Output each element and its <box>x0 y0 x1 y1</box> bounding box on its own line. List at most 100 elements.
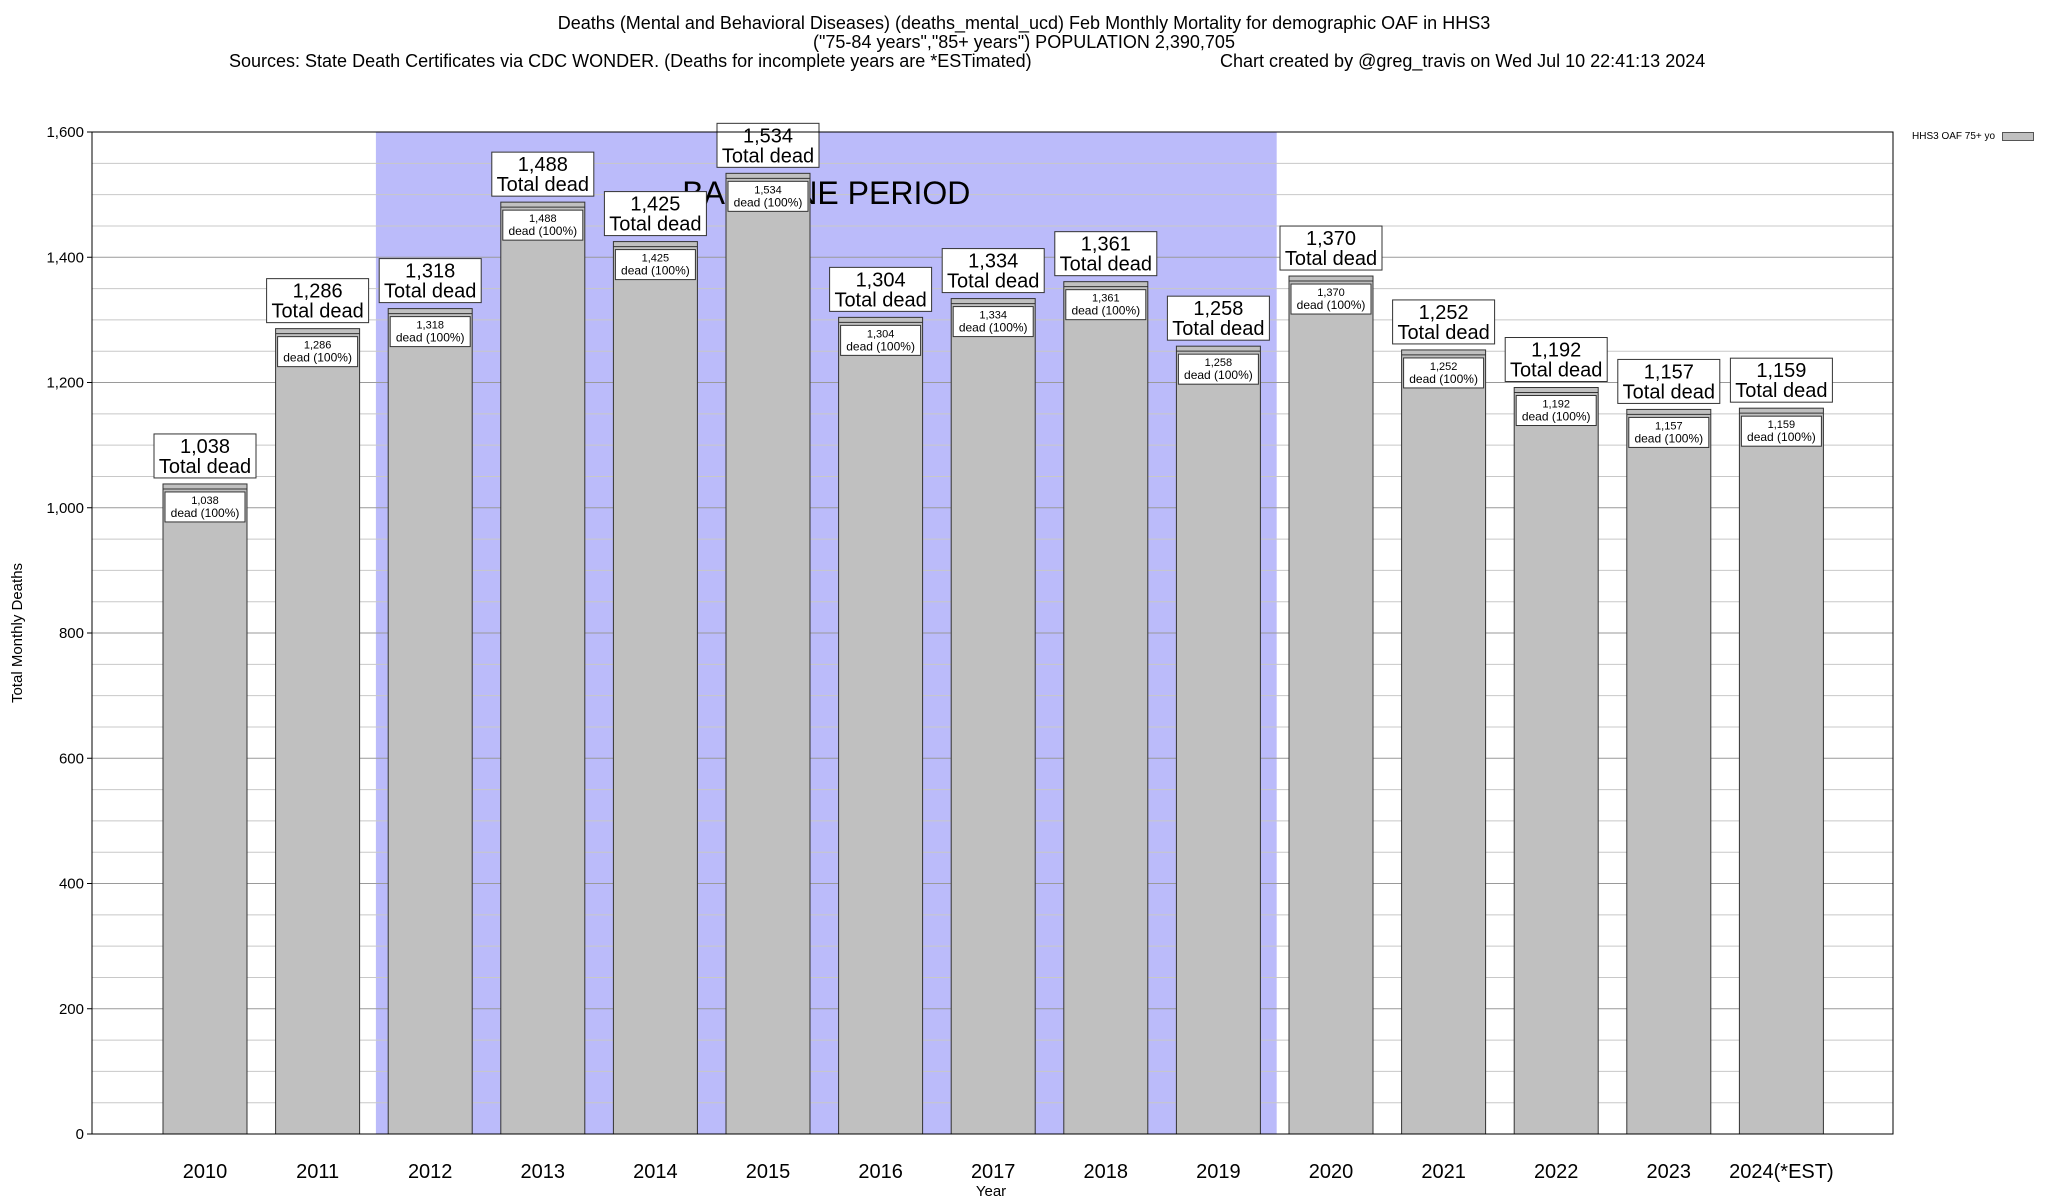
x-tick-label: 2023 <box>1647 1161 1692 1183</box>
inner-label-box <box>1065 289 1147 321</box>
inner-percent-label: dead (100%) <box>846 339 915 353</box>
chart-header: Deaths (Mental and Behavioral Diseases) … <box>0 13 2048 71</box>
inner-label-box <box>164 491 246 523</box>
inner-label-box <box>277 336 359 368</box>
inner-percent-label: dead (100%) <box>1522 410 1591 424</box>
y-tick-label: 600 <box>59 750 84 767</box>
inner-percent-label: dead (100%) <box>1747 430 1816 444</box>
total-label-box <box>153 433 257 479</box>
total-label-box <box>378 258 482 304</box>
x-tick-label: 2017 <box>971 1161 1016 1183</box>
total-dead-label: Total dead <box>1510 360 1602 382</box>
total-label-box <box>1729 357 1833 403</box>
bar <box>1063 281 1149 1135</box>
total-dead-label: Total dead <box>1397 322 1489 344</box>
total-value-label: 1,192 <box>1531 340 1581 362</box>
inner-label-box <box>614 249 696 281</box>
inner-percent-label: dead (100%) <box>1071 304 1140 318</box>
inner-percent-label: dead (100%) <box>959 321 1028 335</box>
inner-percent-label: dead (100%) <box>171 506 240 520</box>
inner-label-box <box>1403 357 1485 389</box>
total-dead-label: Total dead <box>834 289 926 311</box>
inner-label-box <box>727 180 809 212</box>
x-tick-label: 2014 <box>633 1161 678 1183</box>
total-value-label: 1,488 <box>518 154 568 176</box>
x-tick-label: 2018 <box>1084 1161 1129 1183</box>
total-label-box <box>829 266 933 312</box>
inner-label-box <box>840 324 922 356</box>
x-tick-label: 2019 <box>1196 1161 1241 1183</box>
total-dead-label: Total dead <box>384 281 476 303</box>
bar <box>1738 407 1824 1135</box>
inner-label-box <box>1628 416 1710 448</box>
inner-label-box <box>1515 395 1597 427</box>
total-label-box <box>1054 231 1158 277</box>
inner-value-label: 1,370 <box>1317 287 1345 299</box>
inner-value-label: 1,258 <box>1205 357 1233 369</box>
total-value-label: 1,038 <box>180 436 230 458</box>
inner-percent-label: dead (100%) <box>508 224 577 238</box>
total-dead-label: Total dead <box>1060 254 1152 276</box>
x-axis-title: Year <box>976 1183 1006 1200</box>
x-tick-label: 2022 <box>1534 1161 1579 1183</box>
legend-swatch <box>2001 131 2034 141</box>
total-dead-label: Total dead <box>1172 318 1264 340</box>
inner-percent-label: dead (100%) <box>396 331 465 345</box>
total-label-box <box>1504 337 1608 383</box>
chart-credit: Chart created by @greg_travis on Wed Jul… <box>1220 51 1706 71</box>
inner-value-label: 1,425 <box>642 253 670 265</box>
total-label-box <box>1166 295 1270 341</box>
inner-value-label: 1,252 <box>1430 361 1458 373</box>
total-dead-label: Total dead <box>497 174 589 196</box>
total-value-label: 1,334 <box>968 251 1018 273</box>
legend: HHS3 OAF 75+ yo <box>1912 131 2034 142</box>
total-value-label: 1,304 <box>856 269 906 291</box>
inner-value-label: 1,157 <box>1655 420 1683 432</box>
inner-label-box <box>502 209 584 241</box>
y-tick-label: 800 <box>59 625 84 642</box>
total-label-box <box>603 191 707 237</box>
x-tick-label: 2013 <box>521 1161 566 1183</box>
total-label-box <box>1617 358 1721 404</box>
y-tick-label: 400 <box>59 876 84 893</box>
bar <box>725 172 811 1135</box>
total-label-box <box>491 151 595 197</box>
y-tick-label: 1,400 <box>46 249 84 266</box>
bar <box>275 328 361 1135</box>
total-dead-label: Total dead <box>722 145 814 167</box>
chart-title: Deaths (Mental and Behavioral Diseases) … <box>557 13 1491 33</box>
inner-value-label: 1,038 <box>191 495 219 507</box>
total-label-box <box>941 248 1045 294</box>
chart-subtitle: ("75-84 years","85+ years") POPULATION 2… <box>813 32 1235 52</box>
x-tick-label: 2016 <box>858 1161 903 1183</box>
y-tick-label: 1,600 <box>46 124 84 141</box>
inner-value-label: 1,304 <box>867 328 895 340</box>
chart-sources: Sources: State Death Certificates via CD… <box>229 51 1032 71</box>
legend-label: HHS3 OAF 75+ yo <box>1912 131 1996 142</box>
inner-percent-label: dead (100%) <box>1409 372 1478 386</box>
y-tick-label: 1,200 <box>46 375 84 392</box>
total-dead-label: Total dead <box>609 214 701 236</box>
bar <box>950 298 1036 1135</box>
inner-label-box <box>1290 283 1372 315</box>
bar <box>162 483 248 1135</box>
y-tick-label: 0 <box>76 1126 84 1143</box>
total-label-box <box>716 122 820 168</box>
inner-percent-label: dead (100%) <box>1634 431 1703 445</box>
total-value-label: 1,286 <box>293 281 343 303</box>
inner-label-box <box>952 306 1034 338</box>
inner-percent-label: dead (100%) <box>621 264 690 278</box>
inner-value-label: 1,159 <box>1768 419 1796 431</box>
inner-label-box <box>1177 353 1259 385</box>
inner-value-label: 1,318 <box>416 320 444 332</box>
x-tick-label: 2020 <box>1309 1161 1354 1183</box>
plot-frame <box>91 131 1894 1135</box>
inner-label-box <box>389 316 471 348</box>
bar <box>1626 408 1712 1135</box>
x-tick-label: 2012 <box>408 1161 453 1183</box>
total-value-label: 1,361 <box>1081 234 1131 256</box>
x-tick-label: 2010 <box>183 1161 228 1183</box>
total-value-label: 1,159 <box>1756 360 1806 382</box>
y-tick-label: 1,000 <box>46 500 84 517</box>
bar <box>1175 345 1261 1135</box>
